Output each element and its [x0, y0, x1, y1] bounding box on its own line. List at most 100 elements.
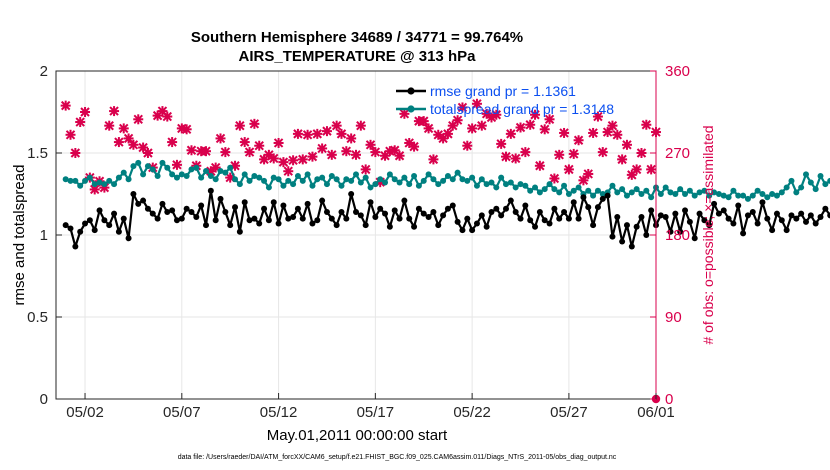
totalspread-point	[203, 168, 209, 175]
totalspread-point	[522, 182, 529, 189]
obs-assimilated-marker	[409, 141, 420, 152]
legend-spread-label: totalspread grand pr = 1.3148	[430, 101, 614, 117]
rmse-point	[367, 199, 374, 206]
rmse-point	[623, 222, 630, 229]
rmse-point	[686, 218, 693, 225]
totalspread-point	[517, 181, 524, 188]
rmse-point	[444, 205, 451, 212]
totalspread-point	[396, 179, 403, 186]
totalspread-point	[294, 172, 301, 179]
x-axis: 05/02 05/07 05/12 05/17 05/22 05/27 06/01	[66, 393, 675, 421]
y-tick-label-left: 1.5	[27, 145, 48, 162]
totalspread-point	[411, 172, 418, 179]
totalspread-point	[323, 181, 330, 188]
x-tick-label: 05/12	[260, 404, 298, 421]
x-tick-label: 06/01	[637, 404, 675, 421]
totalspread-point	[173, 174, 180, 181]
totalspread-point	[551, 186, 558, 193]
totalspread-point	[232, 176, 239, 183]
chart-title: Southern Hemisphere 34689 / 34771 = 99.7…	[191, 29, 523, 46]
rmse-point	[333, 222, 340, 229]
rmse-point	[483, 223, 490, 230]
totalspread-point	[798, 184, 805, 191]
totalspread-point	[372, 181, 379, 188]
obs-assimilated-marker	[423, 123, 434, 134]
rmse-point	[720, 207, 727, 214]
totalspread-point	[362, 174, 369, 181]
obs-assimilated-marker	[278, 157, 289, 168]
totalspread-point	[420, 177, 427, 184]
obs-assimilated-marker	[336, 128, 347, 139]
rmse-point	[67, 225, 74, 232]
rmse-point	[159, 200, 166, 207]
obs-assimilated-marker	[167, 137, 178, 148]
y-tick-label-right: 0	[665, 391, 673, 408]
rmse-point	[744, 212, 751, 219]
totalspread-point	[672, 191, 679, 197]
rmse-point	[77, 228, 84, 235]
rmse-point	[503, 205, 509, 212]
obs-assimilated-marker	[646, 164, 657, 175]
totalspread-point	[319, 174, 326, 181]
rmse-point	[193, 213, 200, 220]
rmse-point	[807, 212, 814, 219]
rmse-point	[599, 195, 606, 202]
rmse-point	[478, 212, 485, 219]
rmse-point	[711, 200, 718, 207]
totalspread-point	[125, 176, 132, 183]
rmse-point	[677, 228, 684, 235]
rmse-point	[759, 199, 766, 206]
totalspread-point	[309, 182, 316, 189]
rmse-point	[667, 228, 674, 235]
obs-assimilated-marker	[109, 106, 120, 117]
obs-assimilated-marker	[201, 146, 211, 157]
rmse-point	[580, 194, 587, 201]
rmse-point	[188, 209, 195, 216]
rmse-point	[178, 215, 185, 222]
rmse-point	[203, 222, 209, 229]
totalspread-point	[783, 184, 790, 191]
rmse-point	[415, 205, 422, 212]
obs-assimilated-marker	[283, 166, 294, 177]
rmse-point	[440, 212, 447, 219]
rmse-point	[101, 217, 108, 224]
rmse-point	[261, 205, 268, 212]
rmse-point	[435, 222, 442, 229]
totalspread-point	[546, 181, 553, 188]
rmse-point	[788, 212, 795, 219]
obs-assimilated-marker	[607, 120, 618, 131]
totalspread-point	[614, 189, 621, 196]
totalspread-point	[585, 187, 592, 194]
totalspread-point	[391, 176, 398, 183]
rmse-point	[62, 222, 69, 229]
rmse-point	[754, 220, 761, 227]
obs-assimilated-marker	[365, 139, 376, 150]
totalspread-point	[556, 189, 563, 196]
rmse-point	[164, 209, 171, 216]
rmse-point	[609, 233, 616, 240]
rmse-point	[115, 228, 122, 235]
obs-assimilated-marker	[307, 151, 318, 162]
rmse-point	[140, 197, 147, 204]
obs-assimilated-marker	[181, 124, 192, 135]
rmse-point	[82, 220, 89, 227]
rmse-point	[822, 205, 829, 212]
obs-assimilated-marker	[641, 119, 652, 130]
obs-assimilated-marker	[515, 122, 526, 133]
totalspread-point	[227, 164, 234, 171]
rmse-point	[236, 228, 243, 235]
obs-assimilated-marker	[471, 98, 482, 109]
rmse-point	[309, 220, 316, 227]
rmse-point	[169, 207, 176, 214]
totalspread-point	[188, 166, 195, 173]
rmse-point	[396, 215, 403, 222]
obs-assimilated-marker	[592, 111, 603, 122]
y-axis-label-right: # of obs: o=possible; ×=assimilated	[700, 125, 716, 344]
rmse-point	[740, 230, 747, 237]
obs-assimilated-marker	[602, 127, 613, 138]
totalspread-point	[643, 187, 650, 194]
obs-assimilated-marker	[476, 120, 487, 131]
totalspread-point	[483, 181, 490, 188]
obs-assimilated-marker	[254, 140, 265, 151]
obs-assimilated-marker	[249, 118, 260, 129]
